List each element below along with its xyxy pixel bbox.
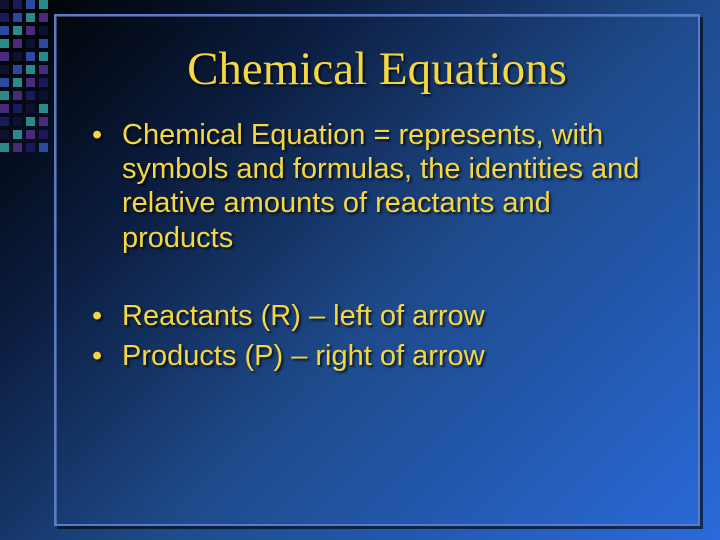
deco-square: [39, 117, 48, 126]
deco-square: [13, 143, 22, 152]
decorative-side-strip: [0, 0, 48, 540]
deco-square: [0, 39, 9, 48]
deco-square: [39, 0, 48, 9]
deco-square: [0, 13, 9, 22]
deco-square: [26, 104, 35, 113]
deco-square: [13, 104, 22, 113]
deco-square: [39, 104, 48, 113]
deco-square: [13, 39, 22, 48]
deco-square: [13, 26, 22, 35]
deco-square: [0, 143, 9, 152]
deco-square: [39, 52, 48, 61]
deco-square: [13, 13, 22, 22]
deco-square: [39, 91, 48, 100]
deco-square: [26, 52, 35, 61]
bullet-list: Chemical Equation = represents, with sym…: [86, 118, 668, 255]
deco-square: [26, 78, 35, 87]
deco-square: [0, 104, 9, 113]
deco-square: [13, 78, 22, 87]
deco-square: [13, 0, 22, 9]
deco-square: [39, 130, 48, 139]
deco-square: [13, 117, 22, 126]
bullet-gap: [86, 261, 668, 299]
deco-square: [0, 78, 9, 87]
deco-square: [0, 26, 9, 35]
deco-square: [26, 39, 35, 48]
deco-square: [26, 130, 35, 139]
bullet-list: Reactants (R) – left of arrow Products (…: [86, 299, 668, 373]
deco-square: [26, 91, 35, 100]
bullet-item: Reactants (R) – left of arrow: [86, 299, 668, 333]
deco-square: [0, 130, 9, 139]
deco-square: [0, 91, 9, 100]
deco-square: [26, 26, 35, 35]
deco-square: [39, 13, 48, 22]
deco-square: [13, 130, 22, 139]
deco-square: [39, 39, 48, 48]
deco-square: [39, 78, 48, 87]
deco-square: [39, 65, 48, 74]
deco-square: [0, 52, 9, 61]
deco-square: [0, 117, 9, 126]
slide-title: Chemical Equations: [86, 42, 668, 96]
bullet-item: Products (P) – right of arrow: [86, 339, 668, 373]
bullet-item: Chemical Equation = represents, with sym…: [86, 118, 668, 255]
deco-square: [13, 65, 22, 74]
deco-square: [26, 0, 35, 9]
deco-square: [26, 13, 35, 22]
deco-square: [13, 91, 22, 100]
slide-frame: Chemical Equations Chemical Equation = r…: [54, 14, 700, 526]
deco-square: [26, 143, 35, 152]
deco-square: [0, 0, 9, 9]
deco-square: [26, 117, 35, 126]
deco-square: [13, 52, 22, 61]
deco-square: [39, 143, 48, 152]
deco-square: [0, 65, 9, 74]
deco-square: [26, 65, 35, 74]
deco-square: [39, 26, 48, 35]
